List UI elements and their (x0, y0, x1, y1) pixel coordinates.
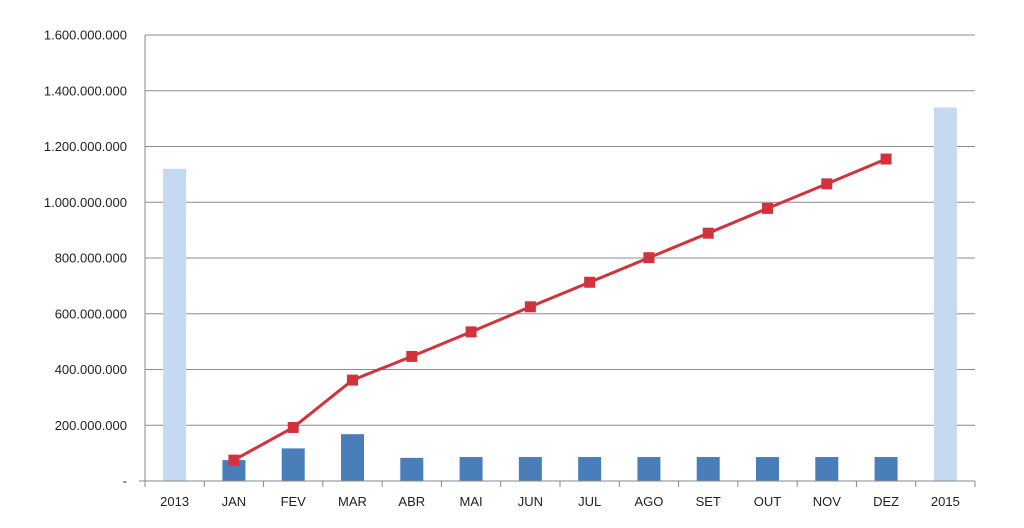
line-series (233, 157, 887, 462)
bar (400, 457, 424, 481)
y-tick-label: - (123, 474, 127, 489)
x-tick-label: MAR (338, 494, 367, 509)
bar (222, 460, 246, 481)
bar (696, 457, 720, 481)
bar (281, 448, 305, 481)
line-marker (702, 227, 714, 239)
line-marker (880, 153, 892, 165)
line-marker (287, 421, 299, 433)
line-marker (584, 276, 596, 288)
y-tick-label: 1.000.000.000 (44, 195, 127, 210)
x-tick-label: SET (696, 494, 721, 509)
x-tick-label: NOV (813, 494, 842, 509)
line-marker (643, 252, 655, 264)
line-marker (465, 326, 477, 338)
x-tick-label: FEV (281, 494, 307, 509)
x-tick-label: JUN (518, 494, 543, 509)
y-tick-label: 600.000.000 (55, 306, 127, 321)
x-axis-labels: 2013 JAN FEV MAR ABR MAI JUN JUL AGO SET OUT NOV DEZ… (160, 494, 960, 509)
x-tick-label: JAN (222, 494, 247, 509)
x-tick-label: 2015 (931, 494, 960, 509)
line-marker (821, 178, 833, 190)
y-tick-label: 1.600.000.000 (44, 28, 127, 43)
bar (163, 168, 187, 482)
bar (637, 457, 661, 481)
bar (756, 457, 779, 481)
y-tick-label: 800.000.000 (55, 251, 127, 266)
gridlines (145, 34, 975, 426)
line-marker (347, 374, 358, 386)
x-tick-label: OUT (754, 494, 782, 509)
bar (578, 457, 602, 481)
bar (341, 434, 364, 481)
y-tick-label: 1.200.000.000 (44, 139, 127, 154)
line-marker (762, 202, 773, 214)
bar (933, 107, 957, 481)
x-tick-label: AGO (634, 494, 663, 509)
bar (518, 457, 542, 481)
bar (459, 457, 483, 481)
line-marker (524, 301, 536, 313)
x-tick-label: 2013 (160, 494, 189, 509)
bar (874, 457, 898, 481)
line-marker (406, 350, 418, 362)
x-tick-label: MAI (460, 494, 483, 509)
y-tick-label: 1.400.000.000 (44, 83, 127, 98)
axes (139, 35, 976, 487)
y-tick-label: 200.000.000 (55, 418, 127, 433)
line-marker (228, 454, 240, 466)
x-tick-label: DEZ (873, 494, 899, 509)
x-tick-label: ABR (398, 494, 425, 509)
bars (163, 107, 957, 482)
bar (815, 457, 839, 481)
cumulative-line (228, 153, 892, 466)
y-tick-label: 400.000.000 (55, 362, 127, 377)
y-axis-labels: - 200.000.000 400.000.000 600.000.000 800.00… (44, 28, 127, 489)
x-tick-label: JUL (578, 494, 601, 509)
